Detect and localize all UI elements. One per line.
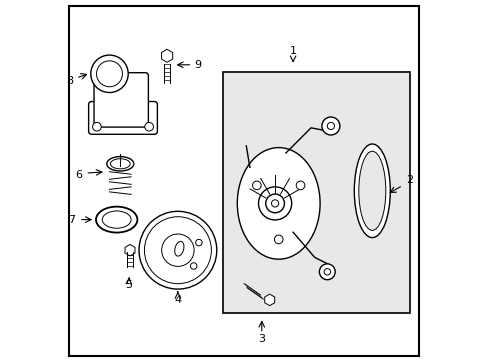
Circle shape — [324, 269, 330, 275]
Text: 2: 2 — [406, 175, 413, 185]
Circle shape — [144, 217, 211, 284]
FancyBboxPatch shape — [88, 102, 157, 134]
Ellipse shape — [174, 241, 183, 256]
Circle shape — [190, 263, 197, 269]
Circle shape — [139, 211, 216, 289]
Circle shape — [274, 235, 283, 244]
Circle shape — [96, 61, 122, 87]
Circle shape — [252, 181, 261, 190]
Circle shape — [258, 187, 291, 220]
Circle shape — [144, 122, 153, 131]
Text: 1: 1 — [289, 46, 296, 56]
Circle shape — [162, 234, 194, 266]
Text: 6: 6 — [75, 170, 81, 180]
Circle shape — [296, 181, 304, 190]
Text: 7: 7 — [68, 215, 75, 225]
Text: 3: 3 — [258, 334, 264, 344]
Ellipse shape — [102, 211, 131, 228]
Text: 9: 9 — [194, 60, 201, 70]
Ellipse shape — [106, 157, 134, 171]
Circle shape — [195, 239, 202, 246]
Text: 5: 5 — [125, 280, 132, 290]
Circle shape — [326, 122, 334, 130]
Circle shape — [91, 55, 128, 93]
Ellipse shape — [354, 144, 389, 238]
Ellipse shape — [237, 148, 320, 259]
Circle shape — [92, 122, 101, 131]
Circle shape — [271, 200, 278, 207]
FancyBboxPatch shape — [94, 73, 148, 127]
Circle shape — [321, 117, 339, 135]
Ellipse shape — [96, 207, 137, 233]
Text: 8: 8 — [66, 76, 73, 86]
Ellipse shape — [358, 151, 385, 230]
Circle shape — [265, 194, 284, 213]
Circle shape — [319, 264, 335, 280]
Text: 4: 4 — [174, 294, 181, 305]
Bar — [223, 72, 409, 313]
Ellipse shape — [110, 159, 130, 169]
